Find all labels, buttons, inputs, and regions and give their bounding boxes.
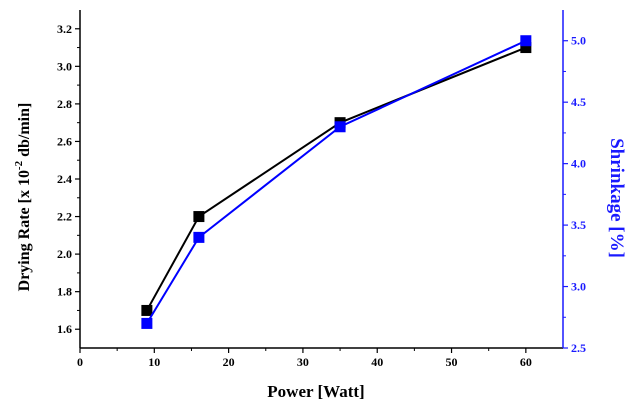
left-y-axis-title-superscript: -2 — [13, 160, 25, 170]
left-y-tick-label: 2.0 — [57, 247, 72, 261]
right-y-tick-label: 4.0 — [571, 157, 586, 171]
right-y-axis-title: Shrinkage [%] — [606, 138, 626, 258]
series-line-shrinkage — [146, 39, 527, 324]
x-tick-label: 50 — [446, 355, 458, 369]
data-point-shrinkage — [193, 231, 205, 243]
left-y-tick-label: 2.8 — [57, 97, 72, 111]
right-y-tick-label: 2.5 — [571, 341, 586, 355]
x-tick-label: 30 — [297, 355, 309, 369]
left-y-axis-title-suffix: db/min] — [16, 103, 33, 161]
data-point-shrinkage — [520, 35, 532, 47]
series-line-drying-rate — [146, 46, 527, 311]
x-tick-label: 40 — [371, 355, 383, 369]
data-point-shrinkage — [141, 317, 153, 329]
series-layer — [141, 35, 532, 329]
axes: 0 10 20 30 40 50 60 1.6 1.8 2.0 2.2 2.4 2.6 2.8 3.0 3.2… — [57, 10, 586, 369]
data-point-drying-rate — [193, 211, 205, 223]
x-tick-label: 20 — [223, 355, 235, 369]
left-y-tick-label: 2.6 — [57, 134, 72, 148]
right-y-tick-label: 3.0 — [571, 280, 586, 294]
data-point-drying-rate — [141, 304, 153, 316]
right-y-tick-label: 4.5 — [571, 95, 586, 109]
right-y-tick-label: 5.0 — [571, 34, 586, 48]
x-tick-label: 0 — [77, 355, 83, 369]
left-y-tick-label: 1.8 — [57, 285, 72, 299]
left-y-axis-title-prefix: Drying Rate [x 10 — [16, 170, 33, 291]
x-tick-label: 10 — [148, 355, 160, 369]
x-axis-title: Power [Watt] — [267, 382, 364, 401]
left-y-tick-label: 2.2 — [57, 210, 72, 224]
right-y-tick-label: 3.5 — [571, 218, 586, 232]
left-y-tick-label: 1.6 — [57, 322, 72, 336]
data-point-shrinkage — [334, 121, 346, 133]
left-y-axis-title: Drying Rate [x 10-2 db/min] — [13, 103, 33, 292]
left-y-tick-label: 3.0 — [57, 59, 72, 73]
left-y-tick-label: 2.4 — [57, 172, 72, 186]
data-point-drying-rate — [520, 42, 532, 54]
x-tick-label: 60 — [520, 355, 532, 369]
left-y-tick-label: 3.2 — [57, 22, 72, 36]
